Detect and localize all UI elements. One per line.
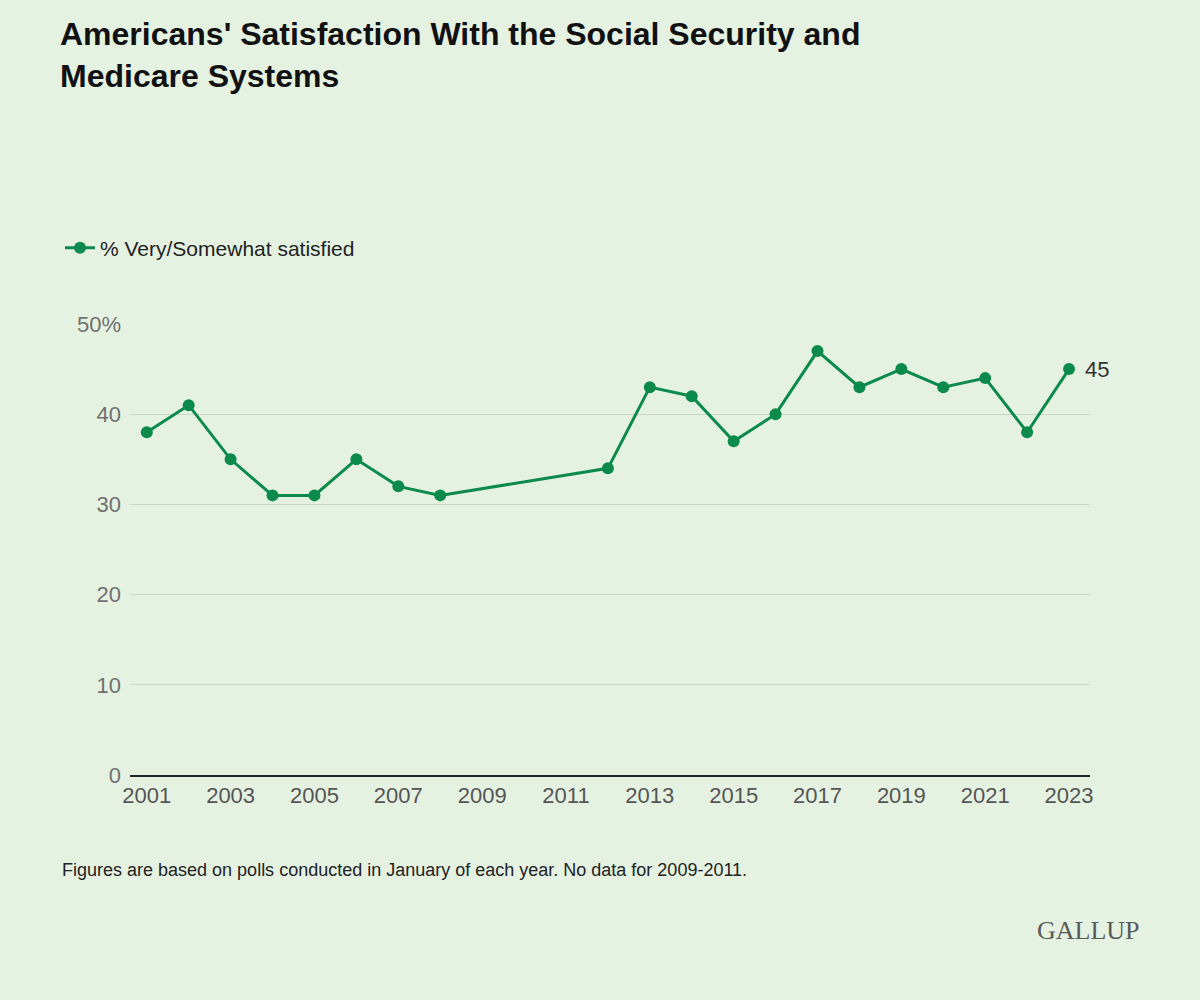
- svg-text:2003: 2003: [206, 783, 255, 808]
- svg-text:2017: 2017: [793, 783, 842, 808]
- svg-text:2021: 2021: [961, 783, 1010, 808]
- svg-text:2005: 2005: [290, 783, 339, 808]
- svg-text:2001: 2001: [122, 783, 171, 808]
- svg-text:45: 45: [1085, 357, 1109, 382]
- svg-text:30: 30: [97, 492, 121, 517]
- svg-text:50%: 50%: [77, 312, 121, 337]
- svg-text:2015: 2015: [709, 783, 758, 808]
- svg-text:2007: 2007: [374, 783, 423, 808]
- svg-text:2011: 2011: [542, 783, 589, 808]
- svg-text:Americans' Satisfaction With t: Americans' Satisfaction With the Social …: [60, 16, 860, 94]
- svg-text:GALLUP: GALLUP: [1037, 916, 1140, 945]
- svg-text:% Very/Somewhat satisfied: % Very/Somewhat satisfied: [100, 237, 354, 260]
- svg-text:40: 40: [97, 402, 121, 427]
- svg-text:0: 0: [109, 763, 121, 788]
- svg-text:2023: 2023: [1045, 783, 1094, 808]
- svg-text:2019: 2019: [877, 783, 926, 808]
- svg-text:Figures are based on polls con: Figures are based on polls conducted in …: [62, 860, 747, 880]
- svg-text:10: 10: [97, 673, 121, 698]
- svg-text:2013: 2013: [625, 783, 674, 808]
- svg-text:20: 20: [97, 582, 121, 607]
- svg-text:2009: 2009: [458, 783, 507, 808]
